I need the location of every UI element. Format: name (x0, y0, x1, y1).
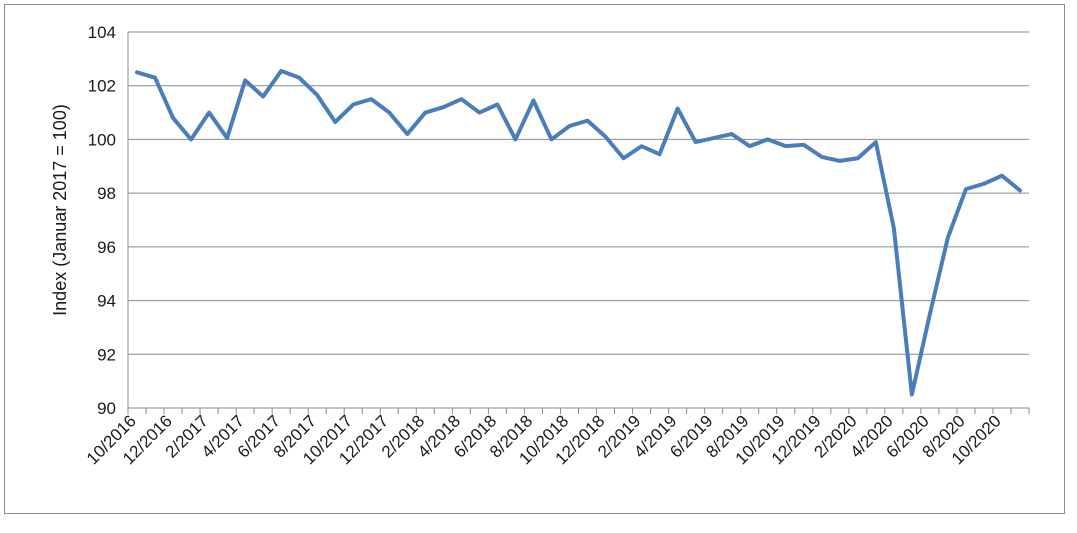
series-line (135, 68, 1022, 397)
y-axis-title: Index (Januar 2017 = 100) (50, 104, 70, 316)
y-tick-label: 92 (97, 345, 116, 364)
y-tick-label: 104 (88, 23, 116, 42)
y-tick-label: 94 (97, 292, 116, 311)
y-tick-label: 90 (97, 399, 116, 418)
gridlines (128, 31, 1029, 355)
chart-frame (4, 4, 1065, 514)
x-tick-labels: 10/201612/20162/20174/20176/20178/201710… (83, 411, 1005, 468)
y-tick-label: 100 (88, 130, 116, 149)
y-tick-label: 102 (88, 77, 116, 96)
y-tick-label: 98 (97, 184, 116, 203)
series-layer (135, 68, 1022, 397)
y-tick-label: 96 (97, 238, 116, 257)
y-tick-labels: 90 92 94 96 98 100 102 104 (88, 23, 116, 418)
axes (127, 32, 1030, 414)
